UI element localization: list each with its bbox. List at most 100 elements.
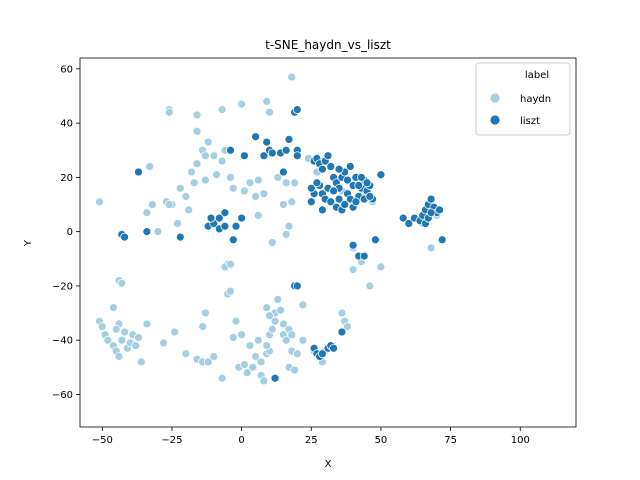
point-liszt-2 (120, 232, 129, 242)
point-liszt-41 (343, 175, 352, 185)
point-liszt-9 (228, 235, 238, 245)
point-haydn-41 (175, 183, 185, 193)
point-haydn-30 (290, 178, 299, 188)
point-liszt-66 (312, 178, 322, 188)
x-tick-label: 0 (238, 435, 244, 446)
point-haydn-74 (181, 349, 191, 359)
x-axis-ticks: −50 −25 0 25 50 75 100 (92, 427, 530, 446)
point-haydn-83 (242, 368, 252, 378)
point-haydn-42 (267, 238, 277, 247)
point-haydn-69 (142, 319, 152, 329)
point-haydn-32 (189, 178, 199, 188)
y-tick-label: 40 (60, 119, 73, 130)
point-haydn-113 (237, 330, 246, 340)
point-liszt-4 (175, 232, 185, 242)
point-haydn-68 (136, 357, 146, 367)
point-liszt-28 (306, 197, 316, 207)
point-liszt-56 (329, 186, 338, 196)
legend-marker-haydn (489, 92, 501, 104)
point-haydn-102 (287, 330, 297, 340)
point-haydn-57 (103, 335, 113, 345)
point-haydn-12 (212, 170, 221, 180)
point-haydn-80 (228, 333, 238, 342)
x-tick-label: −25 (161, 435, 182, 446)
point-liszt-75 (404, 219, 414, 228)
point-liszt-73 (376, 170, 386, 180)
y-tick-label: −40 (52, 336, 73, 347)
point-haydn-109 (265, 311, 274, 321)
y-tick-label: −60 (52, 390, 73, 401)
point-liszt-72 (365, 192, 375, 201)
point-haydn-86 (256, 357, 266, 367)
x-tick-label: 50 (375, 435, 388, 446)
point-haydn-111 (253, 335, 263, 345)
point-haydn-17 (265, 107, 274, 117)
point-liszt-14 (214, 213, 224, 223)
point-haydn-110 (262, 303, 272, 312)
point-liszt-8 (220, 221, 230, 231)
point-liszt-104 (292, 151, 302, 161)
point-liszt-69 (357, 173, 366, 182)
point-liszt-64 (351, 197, 361, 207)
point-liszt-3 (142, 227, 152, 236)
point-haydn-114 (231, 316, 241, 326)
point-liszt-26 (292, 105, 302, 114)
point-haydn-107 (298, 300, 308, 310)
point-haydn-20 (228, 183, 238, 193)
point-haydn-104 (290, 365, 299, 375)
point-liszt-55 (326, 197, 336, 207)
point-haydn-10 (209, 151, 219, 161)
point-haydn-24 (251, 192, 260, 201)
point-liszt-10 (231, 221, 241, 231)
point-haydn-112 (245, 341, 255, 350)
point-haydn-26 (273, 173, 283, 182)
chart-title: t-SNE_haydn_vs_liszt (265, 38, 391, 52)
legend-label-haydn: haydn (520, 94, 551, 105)
point-liszt-74 (398, 213, 408, 223)
y-tick-label: −20 (52, 281, 73, 292)
legend-box (475, 62, 571, 136)
point-liszt-89 (371, 235, 380, 245)
point-liszt-103 (337, 327, 347, 337)
point-haydn-100 (281, 335, 291, 345)
point-haydn-43 (284, 221, 294, 231)
point-haydn-96 (273, 295, 283, 304)
point-liszt-94 (292, 281, 302, 291)
point-liszt-27 (284, 135, 294, 144)
point-haydn-125 (348, 265, 358, 274)
point-liszt-99 (318, 349, 327, 359)
point-haydn-33 (181, 192, 191, 201)
point-haydn-40 (164, 200, 174, 209)
point-haydn-79 (217, 373, 227, 383)
point-liszt-32 (318, 164, 327, 174)
point-haydn-129 (426, 243, 436, 253)
point-haydn-106 (292, 349, 302, 359)
point-liszt-16 (240, 151, 249, 161)
point-liszt-12 (206, 213, 216, 223)
point-haydn-28 (287, 197, 297, 207)
point-haydn-53 (109, 303, 118, 312)
point-liszt-65 (318, 205, 327, 215)
point-haydn-127 (365, 281, 375, 291)
point-haydn-115 (201, 308, 210, 318)
x-tick-label: 25 (305, 435, 318, 446)
point-haydn-91 (262, 341, 272, 350)
x-tick-label: 100 (511, 435, 530, 446)
point-haydn-71 (111, 324, 121, 334)
point-haydn-5 (192, 126, 202, 136)
point-liszt-60 (340, 200, 350, 209)
point-haydn-39 (142, 208, 152, 218)
point-haydn-60 (114, 352, 124, 361)
point-haydn-108 (298, 335, 308, 345)
point-haydn-3 (164, 107, 174, 117)
point-liszt-15 (226, 145, 235, 155)
point-haydn-77 (203, 357, 213, 367)
point-haydn-16 (262, 97, 272, 106)
y-tick-label: 60 (60, 64, 73, 75)
x-tick-label: 75 (444, 435, 457, 446)
y-tick-label: 0 (67, 227, 73, 238)
points-layer (95, 72, 447, 386)
point-haydn-121 (337, 308, 347, 318)
point-liszt-92 (359, 251, 369, 261)
